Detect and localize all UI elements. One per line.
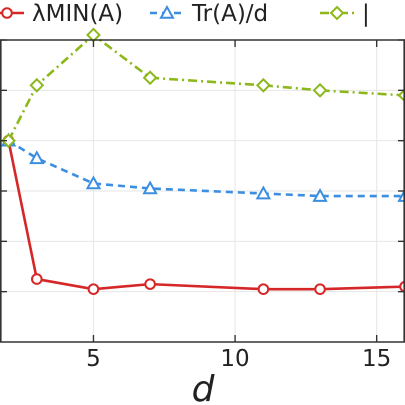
series-2	[1, 27, 405, 149]
series-line-1	[7, 139, 405, 198]
series-1-point-2	[85, 175, 102, 190]
series-0-point-2	[87, 283, 100, 295]
series-0-point-5	[314, 283, 326, 295]
x-axis-label: d	[192, 369, 216, 405]
series-0-point-4	[257, 283, 270, 295]
legend-label-0: λMIN(A)	[32, 1, 123, 27]
legend-marker-0	[1, 7, 13, 19]
series-1-point-1	[29, 150, 45, 165]
series-2-point-1	[29, 77, 45, 93]
axes: 5 10 15	[0, 39, 405, 372]
legend-marker-2	[329, 5, 345, 21]
legend: λMIN(A) Tr(A)/d |	[0, 1, 370, 27]
series-0-point-3	[144, 278, 156, 290]
series-1-point-4	[255, 185, 272, 200]
legend-label-1: Tr(A)/d	[191, 1, 268, 27]
x-tick-label-2: 15	[362, 346, 391, 372]
series-0	[2, 134, 405, 295]
series-1	[0, 132, 405, 202]
series-line-2	[7, 33, 405, 142]
series-2-point-2	[86, 27, 101, 43]
legend-marker-1	[159, 4, 175, 19]
series-1-point-5	[312, 187, 328, 202]
series-layer	[0, 27, 405, 295]
x-tick-label-1: 10	[220, 346, 249, 372]
series-2-point-5	[312, 82, 328, 98]
x-tick-label-0: 5	[86, 346, 101, 372]
legend-label-2: |	[362, 1, 370, 27]
series-2-point-0	[1, 133, 16, 149]
series-2-point-3	[142, 70, 158, 86]
series-2-point-4	[255, 77, 271, 93]
series-line-0	[7, 140, 405, 291]
series-1-point-3	[142, 180, 158, 195]
series-0-point-1	[31, 273, 43, 285]
